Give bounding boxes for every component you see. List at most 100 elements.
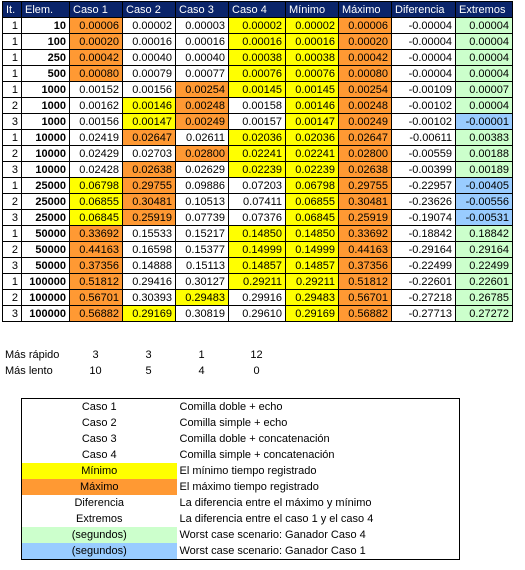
caso2-cell[interactable]: 0.00156 [122, 81, 176, 98]
caso1-cell[interactable]: 0.56701 [69, 289, 123, 306]
caso4-cell[interactable]: 0.02239 [228, 161, 286, 178]
extremos-cell[interactable]: 0.00004 [455, 17, 513, 34]
caso4-cell[interactable]: 0.29610 [228, 305, 286, 322]
legend-description[interactable]: El mínimo tiempo registrado [179, 464, 317, 477]
maximo-cell[interactable]: 0.00249 [338, 113, 392, 130]
column-header[interactable]: Extremos [455, 1, 513, 18]
legend-description[interactable]: Worst case scenario: Ganador Caso 1 [179, 544, 366, 557]
iteration-cell[interactable]: 3 [2, 305, 22, 322]
summary-count-c2[interactable]: 3 [145, 348, 152, 361]
minimo-cell[interactable]: 0.14999 [285, 241, 339, 258]
diferencia-cell[interactable]: -0.00399 [391, 161, 456, 178]
caso3-cell[interactable]: 0.02629 [175, 161, 229, 178]
caso2-cell[interactable]: 0.25919 [122, 209, 176, 226]
iteration-cell[interactable]: 3 [2, 257, 22, 274]
caso2-cell[interactable]: 0.16598 [122, 241, 176, 258]
caso2-cell[interactable]: 0.29169 [122, 305, 176, 322]
elements-cell[interactable]: 1000 [21, 81, 70, 98]
elements-cell[interactable]: 100 [21, 33, 70, 50]
caso4-cell[interactable]: 0.02241 [228, 145, 286, 162]
diferencia-cell[interactable]: -0.00611 [391, 129, 456, 146]
elements-cell[interactable]: 25000 [21, 193, 70, 210]
caso3-cell[interactable]: 0.15113 [175, 257, 229, 274]
column-header[interactable]: Caso 3 [175, 1, 229, 18]
caso1-cell[interactable]: 0.44163 [69, 241, 123, 258]
maximo-cell[interactable]: 0.44163 [338, 241, 392, 258]
caso4-cell[interactable]: 0.14850 [228, 225, 286, 242]
column-header[interactable]: Caso 2 [122, 1, 176, 18]
caso4-cell[interactable]: 0.00076 [228, 65, 286, 82]
caso3-cell[interactable]: 0.30819 [175, 305, 229, 322]
caso1-cell[interactable]: 0.51812 [69, 273, 123, 290]
minimo-cell[interactable]: 0.00016 [285, 33, 339, 50]
caso4-cell[interactable]: 0.00016 [228, 33, 286, 50]
legend-description[interactable]: Comilla doble + concatenación [179, 432, 330, 445]
caso4-cell[interactable]: 0.00157 [228, 113, 286, 130]
maximo-cell[interactable]: 0.00020 [338, 33, 392, 50]
minimo-cell[interactable]: 0.00147 [285, 113, 339, 130]
caso2-cell[interactable]: 0.02638 [122, 161, 176, 178]
minimo-cell[interactable]: 0.14850 [285, 225, 339, 242]
legend-name[interactable]: Extremos [76, 512, 123, 525]
caso2-cell[interactable]: 0.00016 [122, 33, 176, 50]
extremos-cell[interactable]: 0.00189 [455, 161, 513, 178]
iteration-cell[interactable]: 1 [2, 17, 22, 34]
caso3-cell[interactable]: 0.00077 [175, 65, 229, 82]
caso1-cell[interactable]: 0.56882 [69, 305, 123, 322]
legend-description[interactable]: Worst case scenario: Ganador Caso 4 [179, 528, 366, 541]
diferencia-cell[interactable]: -0.22499 [391, 257, 456, 274]
diferencia-cell[interactable]: -0.22601 [391, 273, 456, 290]
column-header[interactable]: Diferencia [391, 1, 456, 18]
column-header[interactable]: Caso 1 [69, 1, 123, 18]
caso2-cell[interactable]: 0.00040 [122, 49, 176, 66]
caso2-cell[interactable]: 0.15533 [122, 225, 176, 242]
iteration-cell[interactable]: 3 [2, 209, 22, 226]
legend-name[interactable]: (segundos) [21, 543, 177, 560]
extremos-cell[interactable]: 0.22601 [455, 273, 513, 290]
legend-description[interactable]: Comilla simple + concatenación [179, 448, 335, 461]
legend-description[interactable]: Comilla doble + echo [179, 400, 283, 413]
elements-cell[interactable]: 50000 [21, 257, 70, 274]
elements-cell[interactable]: 25000 [21, 209, 70, 226]
maximo-cell[interactable]: 0.00080 [338, 65, 392, 82]
caso3-cell[interactable]: 0.00248 [175, 97, 229, 114]
caso4-cell[interactable]: 0.00038 [228, 49, 286, 66]
extremos-cell[interactable]: 0.00004 [455, 65, 513, 82]
caso1-cell[interactable]: 0.00006 [69, 17, 123, 34]
caso2-cell[interactable]: 0.29755 [122, 177, 176, 194]
caso3-cell[interactable]: 0.15377 [175, 241, 229, 258]
minimo-cell[interactable]: 0.02241 [285, 145, 339, 162]
maximo-cell[interactable]: 0.33692 [338, 225, 392, 242]
diferencia-cell[interactable]: -0.18842 [391, 225, 456, 242]
iteration-cell[interactable]: 1 [2, 273, 22, 290]
minimo-cell[interactable]: 0.02239 [285, 161, 339, 178]
extremos-cell[interactable]: 0.00004 [455, 97, 513, 114]
caso4-cell[interactable]: 0.29916 [228, 289, 286, 306]
summary-count-c1[interactable]: 10 [89, 364, 102, 377]
maximo-cell[interactable]: 0.02800 [338, 145, 392, 162]
maximo-cell[interactable]: 0.37356 [338, 257, 392, 274]
minimo-cell[interactable]: 0.06845 [285, 209, 339, 226]
minimo-cell[interactable]: 0.00002 [285, 17, 339, 34]
minimo-cell[interactable]: 0.29169 [285, 305, 339, 322]
maximo-cell[interactable]: 0.29755 [338, 177, 392, 194]
maximo-cell[interactable]: 0.02647 [338, 129, 392, 146]
iteration-cell[interactable]: 1 [2, 33, 22, 50]
iteration-cell[interactable]: 1 [2, 177, 22, 194]
iteration-cell[interactable]: 2 [2, 289, 22, 306]
diferencia-cell[interactable]: -0.00102 [391, 113, 456, 130]
minimo-cell[interactable]: 0.00145 [285, 81, 339, 98]
caso3-cell[interactable]: 0.30127 [175, 273, 229, 290]
caso3-cell[interactable]: 0.15217 [175, 225, 229, 242]
minimo-cell[interactable]: 0.29211 [285, 273, 339, 290]
caso3-cell[interactable]: 0.02800 [175, 145, 229, 162]
elements-cell[interactable]: 25000 [21, 177, 70, 194]
caso1-cell[interactable]: 0.00020 [69, 33, 123, 50]
diferencia-cell[interactable]: -0.00102 [391, 97, 456, 114]
caso4-cell[interactable]: 0.14857 [228, 257, 286, 274]
minimo-cell[interactable]: 0.29483 [285, 289, 339, 306]
caso3-cell[interactable]: 0.00254 [175, 81, 229, 98]
iteration-cell[interactable]: 3 [2, 161, 22, 178]
minimo-cell[interactable]: 0.02036 [285, 129, 339, 146]
extremos-cell[interactable]: -0.00556 [455, 193, 513, 210]
